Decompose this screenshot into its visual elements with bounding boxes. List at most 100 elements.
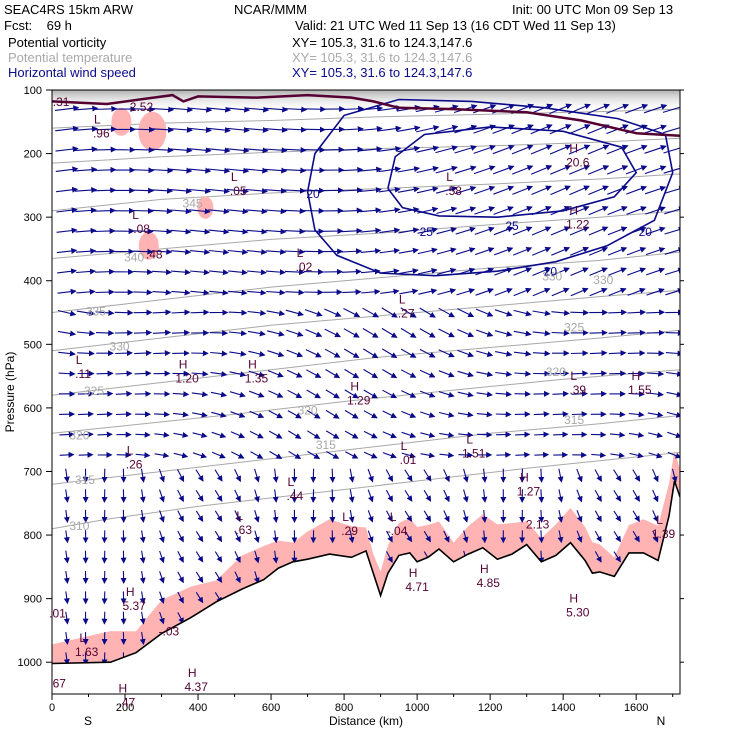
wind-vector xyxy=(476,350,494,358)
pv-extremum-value: 2.13 xyxy=(526,518,550,532)
wind-vector xyxy=(474,185,496,195)
pv-extremum-type: H xyxy=(569,591,578,605)
wind-vector xyxy=(344,409,359,419)
wind-vector xyxy=(606,103,630,114)
wind-vector xyxy=(515,451,531,458)
pv-extremum-value: .01 xyxy=(400,453,417,467)
wind-vector xyxy=(115,390,133,397)
wind-vector xyxy=(132,207,154,214)
wind-vector xyxy=(557,530,564,544)
wind-vector xyxy=(652,530,659,543)
wind-vector xyxy=(171,329,191,336)
wind-vector xyxy=(151,228,173,235)
pv-extremum-type: H xyxy=(119,682,128,696)
wind-vector xyxy=(135,452,151,459)
wind-vector xyxy=(646,267,666,276)
wind-contour-label: 20 xyxy=(306,187,320,201)
wind-vector xyxy=(492,165,515,175)
wind-vector xyxy=(287,410,302,419)
wind-vector xyxy=(74,146,98,153)
wind-vector xyxy=(207,147,231,154)
pv-extremum-type: L xyxy=(79,631,86,645)
wind-vector xyxy=(341,207,363,214)
wind-vector xyxy=(133,289,153,296)
wind-vector xyxy=(265,208,287,215)
wind-vector xyxy=(76,330,96,337)
wind-vector xyxy=(170,228,192,235)
wind-vector xyxy=(114,309,134,316)
wind-vector xyxy=(170,248,192,255)
wind-vector xyxy=(210,391,228,398)
wind-vector xyxy=(152,309,172,316)
wind-vector xyxy=(643,104,668,114)
pv-fill-surface xyxy=(52,450,680,664)
wind-vector xyxy=(225,106,251,113)
wind-vector xyxy=(382,348,398,359)
wind-vector xyxy=(568,144,591,155)
wind-vector xyxy=(348,468,355,483)
wind-vector xyxy=(303,228,325,235)
wind-vector xyxy=(93,146,117,153)
pv-extremum-value: .29 xyxy=(341,524,358,538)
wind-vector xyxy=(549,103,573,115)
wind-vector xyxy=(589,350,608,357)
wind-vector xyxy=(173,452,189,459)
wind-vector xyxy=(513,287,532,297)
pv-extremum-value: 1.51 xyxy=(462,446,486,460)
wind-vector xyxy=(552,411,569,418)
wind-vector xyxy=(576,489,583,503)
wind-vector xyxy=(229,391,246,398)
tropopause-pv-contour xyxy=(52,93,680,138)
wind-vector xyxy=(59,451,75,458)
wind-vector xyxy=(253,510,260,523)
pv-extremum-type: H xyxy=(520,471,529,485)
wind-vector xyxy=(55,166,79,173)
wind-vector xyxy=(272,489,279,503)
wind-vector xyxy=(152,329,172,336)
wind-vector xyxy=(513,350,532,357)
wind-vector xyxy=(131,146,155,153)
wind-vector xyxy=(188,147,212,154)
wind-vector xyxy=(551,246,571,256)
wind-vector xyxy=(359,146,383,153)
x-axis-north-label: N xyxy=(657,714,666,728)
pv-extremum-value: .02 xyxy=(296,260,313,274)
wind-vector xyxy=(209,330,229,337)
theta-label: 340 xyxy=(124,251,144,265)
wind-vector xyxy=(139,611,146,625)
wind-vector xyxy=(63,468,70,483)
wind-vector xyxy=(63,591,70,605)
wind-vector xyxy=(177,571,184,584)
wind-vector xyxy=(177,510,184,523)
wind-vector xyxy=(551,287,570,297)
wind-vector xyxy=(443,510,450,523)
terrain-surface xyxy=(52,480,680,665)
wind-vector xyxy=(75,207,97,214)
pv-extremum-type: H xyxy=(248,357,257,371)
wind-vector xyxy=(153,350,171,357)
wind-vector xyxy=(418,288,438,295)
wind-vector xyxy=(455,247,476,255)
wind-vector xyxy=(462,509,469,523)
wind-vector xyxy=(386,551,393,563)
wind-vector xyxy=(632,510,640,523)
wind-vector xyxy=(244,106,270,113)
wind-vector xyxy=(475,287,494,296)
wind-vector xyxy=(627,267,647,276)
wind-vector xyxy=(210,371,228,377)
wind-vector xyxy=(358,125,383,132)
wind-vector xyxy=(532,246,552,256)
wind-vector xyxy=(253,571,260,584)
wind-vector xyxy=(228,269,248,276)
wind-vector xyxy=(169,187,193,194)
wind-vector xyxy=(569,246,590,256)
theta-label: 335 xyxy=(86,305,106,319)
wind-vector xyxy=(306,409,321,419)
wind-vector xyxy=(417,227,439,234)
x-tick-label: 0 xyxy=(49,702,55,714)
wind-vector xyxy=(511,165,534,175)
wind-vector xyxy=(230,431,246,439)
wind-vector xyxy=(188,167,212,174)
wind-vector xyxy=(493,226,514,236)
wind-vector xyxy=(627,287,646,296)
